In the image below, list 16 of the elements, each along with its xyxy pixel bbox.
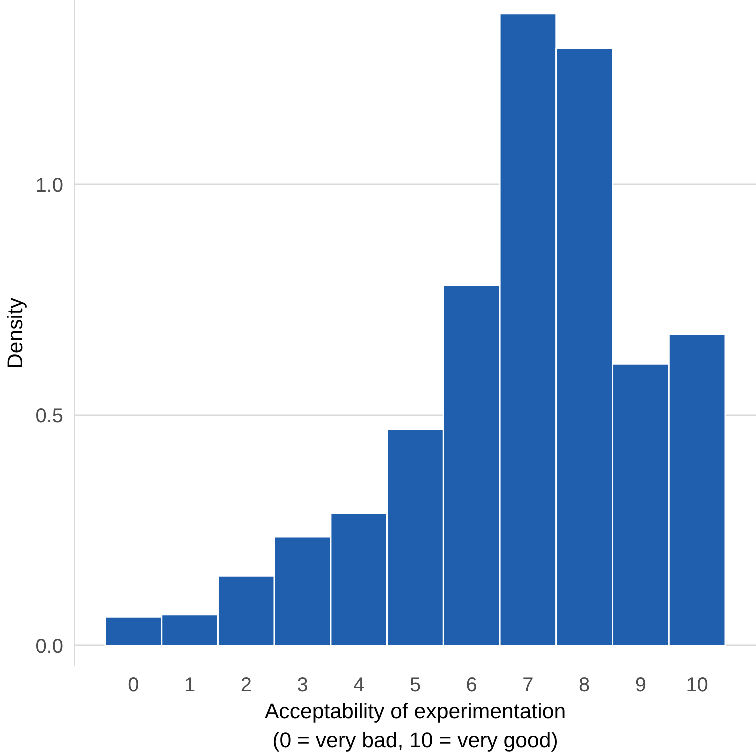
y-tick-label: 1.0 — [36, 174, 64, 197]
x-tick-label: 8 — [579, 674, 590, 696]
y-tick-label: 0.5 — [36, 405, 64, 428]
x-tick-label: 10 — [686, 674, 708, 696]
x-tick-label: 1 — [184, 674, 196, 696]
x-tick-label: 3 — [297, 674, 308, 696]
x-tick-label: 9 — [635, 674, 647, 696]
x-tick-label: 0 — [128, 674, 140, 696]
x-tick-label: 7 — [522, 674, 534, 696]
x-tick-label: 2 — [240, 674, 252, 696]
x-tick-label: 4 — [354, 674, 365, 696]
y-tick-label: 0.0 — [36, 636, 64, 658]
x-tick-label: 5 — [410, 674, 422, 696]
x-axis-title: Acceptability of experimentation (0 = very bad, 10 = very good) — [264, 700, 566, 752]
y-axis-title: Density — [4, 298, 28, 370]
x-tick-label: 6 — [466, 674, 478, 696]
